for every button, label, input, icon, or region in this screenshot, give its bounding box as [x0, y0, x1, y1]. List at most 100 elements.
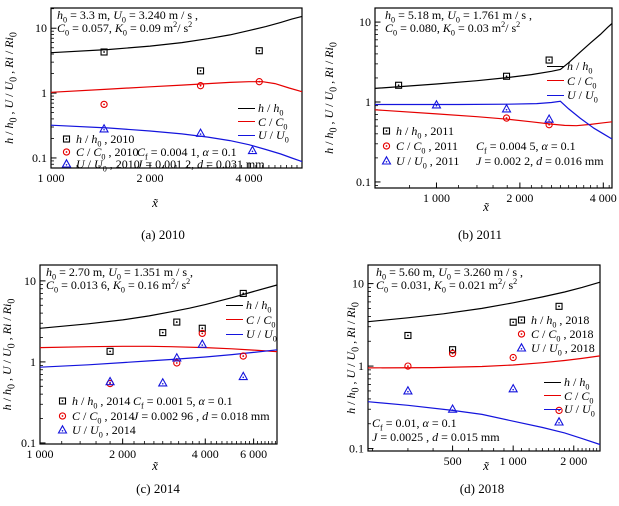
square-marker: [198, 324, 206, 332]
triangle-marker: [402, 385, 413, 395]
model-params-line: Cf = 0.004 5, α = 0.1: [476, 139, 576, 156]
chart-panel-a: 1 000 2 000 4 000 0.1 1 10 h / h0 , U / U0 , R…: [0, 0, 309, 253]
circle-marker: [62, 148, 71, 156]
legend-line-swatch: [547, 80, 564, 82]
model-params-line: J = 0.0025 , d = 0.015 mm: [372, 430, 500, 444]
legend-label: U / U0: [246, 327, 277, 344]
plot-svg-a: 1 000 2 000 4 000 0.1 1 10: [32, 7, 303, 185]
x-tick-label: 4 000: [235, 171, 262, 185]
panel-annotation-line: C0 = 0.013 6, K0 = 0.16 m2/ s2: [46, 277, 191, 295]
y-tick-label: 0.1: [21, 436, 36, 450]
legend-label: C / C0: [567, 73, 597, 90]
panel-annotation-line: h0 = 2.70 m, U0 = 1.351 m / s ,: [46, 265, 194, 282]
x-axis-label: x̃: [152, 195, 158, 210]
triangle-legend-icon: [57, 424, 68, 434]
square-legend-icon: [382, 127, 391, 135]
legend-label: C / C0 , 2010: [76, 144, 139, 161]
model-params-line: Cf = 0.01, α = 0.1: [372, 416, 457, 433]
circle-legend-icon: [382, 142, 391, 150]
panel-caption: (a) 2010: [141, 227, 185, 242]
x-tick-label: 1 000: [423, 191, 450, 205]
y-tick-label: 1: [365, 95, 371, 109]
panel-caption: (d) 2018: [459, 481, 505, 496]
legend-label: C / C0: [564, 388, 594, 405]
legend-label: U / U0: [258, 128, 289, 145]
marker-legend-row: C / C0 , 2018: [515, 327, 594, 344]
plot-border: [374, 7, 613, 189]
model-params-line: Cf = 0.001 5, α = 0.1: [133, 394, 233, 411]
square-legend-icon: [58, 397, 67, 405]
triangle-marker: [554, 416, 564, 426]
square-marker: [196, 67, 205, 75]
x-tick-label: 2 000: [109, 447, 136, 461]
line-legend-row: C / C0: [544, 388, 594, 405]
circle-marker: [509, 353, 517, 362]
line-legend-row: C / C0: [238, 114, 288, 131]
triangle-marker: [381, 155, 392, 165]
x-tick-label: 2 000: [506, 191, 533, 205]
x-tick-label: 4 000: [192, 447, 219, 461]
triangle-marker: [57, 424, 68, 434]
triangle-marker: [508, 383, 519, 393]
triangle-legend-icon: [61, 158, 72, 168]
y-tick-label: 1: [30, 355, 36, 369]
triangle-marker: [61, 158, 72, 168]
x-tick-label: 4 000: [590, 191, 617, 205]
circle-marker: [198, 329, 206, 338]
triangle-marker: [431, 99, 442, 109]
legend-label: h / h0 , 2014: [72, 394, 131, 411]
chart-panel-b: 1 000 2 000 4 000 0.1 1 10 h / h0 , U / U0 , R…: [310, 0, 619, 253]
square-marker: [62, 135, 71, 143]
triangle-legend-icon: [381, 155, 392, 165]
series-line-h: [50, 15, 303, 54]
legend-line-swatch: [547, 65, 564, 67]
square-marker: [382, 127, 391, 135]
series-line-C: [50, 81, 303, 93]
line-legend-row: U / U0: [544, 403, 595, 418]
legend-label: h / h0 , 2018: [531, 313, 590, 330]
legend-line-swatch: [544, 395, 561, 397]
marker-legend-row: U / U0 , 2010: [60, 157, 140, 174]
circle-legend-icon: [58, 412, 67, 420]
x-axis-label: x̃: [483, 199, 489, 214]
legend-label: h / h0: [246, 298, 272, 315]
marker-legend-row: C / C0 , 2010: [60, 144, 139, 161]
x-tick-label: 2 000: [136, 171, 163, 185]
triangle-marker: [544, 113, 555, 123]
circle-marker: [545, 121, 553, 129]
legend-label: U / U0 , 2010: [76, 157, 140, 174]
series-line-C: [374, 109, 613, 127]
x-tick-label: 500: [444, 454, 462, 468]
legend-label: C / C0 , 2018: [531, 327, 594, 344]
circle-marker: [404, 362, 412, 370]
legend-line-swatch: [238, 134, 255, 136]
legend-label: C / C0 , 2011: [396, 139, 459, 156]
x-tick-label: 6 000: [240, 447, 267, 461]
panel-annotation-line: C0 = 0.080, K0 = 0.03 m2/ s2: [385, 20, 521, 38]
x-tick-label: 1 000: [500, 454, 527, 468]
square-marker: [395, 81, 403, 89]
series-line-U: [50, 124, 303, 163]
line-legend-row: U / U0: [547, 89, 598, 104]
legend-label: h / h0 , 2011: [396, 124, 454, 141]
series-line-U: [367, 401, 601, 446]
marker-legend-row: h / h0 , 2010: [60, 133, 134, 148]
chart-panel-c: 1 000 2 000 4 000 6 000 0.1 1 10 h / h0 , U / U…: [0, 253, 309, 506]
legend-label: U / U0 , 2014: [72, 423, 136, 440]
square-marker: [106, 347, 114, 355]
legend-label: C / C0: [258, 114, 288, 131]
circle-marker: [502, 114, 511, 122]
plot-svg-d: 500 1 000 2 000 0.1 1 10: [349, 264, 601, 468]
legend-label: U / U0 , 2011: [396, 154, 460, 171]
square-marker: [502, 72, 511, 80]
legend-label: h / h0: [567, 59, 593, 76]
plot-svg-c: 1 000 2 000 4 000 6 000 0.1 1 10: [21, 264, 278, 461]
triangle-marker: [171, 352, 182, 362]
legend-line-swatch: [226, 333, 243, 335]
series-line-h: [39, 284, 278, 329]
y-tick-label: 0.1: [32, 151, 47, 165]
y-tick-label: 10: [24, 274, 36, 288]
y-tick-label: 10: [35, 21, 47, 35]
marker-legend-row: h / h0 , 2011: [380, 124, 454, 141]
plot-border: [39, 264, 278, 445]
